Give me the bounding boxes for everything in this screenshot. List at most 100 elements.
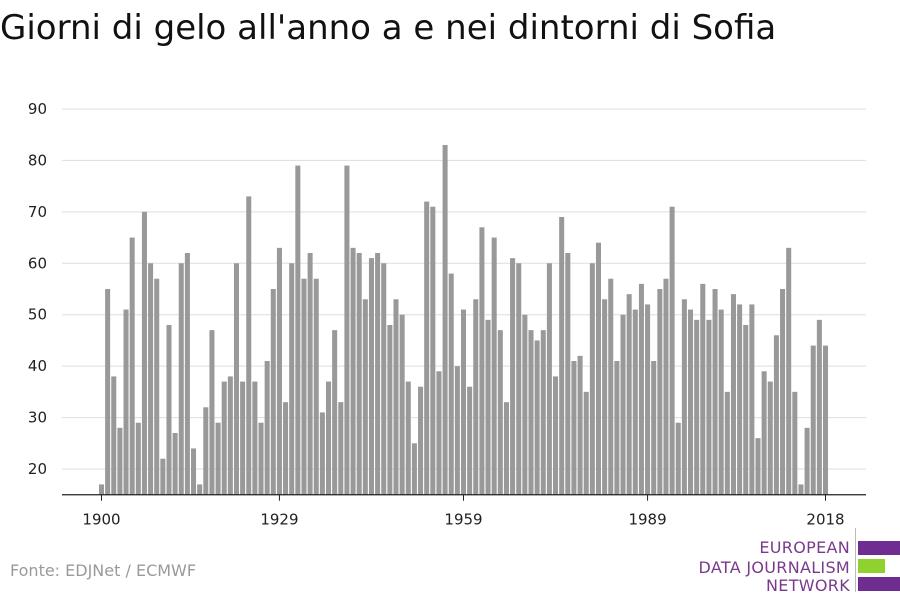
bar-1999 bbox=[706, 319, 712, 495]
bar-1922 bbox=[233, 263, 239, 495]
y-tick-label-80: 80 bbox=[28, 151, 47, 169]
logo-green-bar bbox=[858, 559, 885, 573]
bar-1963 bbox=[485, 319, 491, 495]
bar-1910 bbox=[160, 458, 166, 495]
bar-1982 bbox=[602, 299, 608, 495]
bar-1907 bbox=[141, 211, 147, 495]
bar-1923 bbox=[240, 381, 246, 495]
bar-1996 bbox=[688, 309, 694, 495]
bar-1992 bbox=[663, 278, 669, 495]
bar-1970 bbox=[528, 330, 534, 495]
bars bbox=[98, 145, 829, 495]
bar-2007 bbox=[755, 438, 761, 495]
x-tick-label-1900: 1900 bbox=[82, 511, 120, 529]
bar-1915 bbox=[191, 448, 197, 495]
bar-1989 bbox=[645, 304, 651, 495]
y-tick-label-70: 70 bbox=[28, 203, 47, 221]
bar-2000 bbox=[712, 289, 718, 495]
bar-2017 bbox=[816, 319, 822, 495]
bar-1984 bbox=[614, 361, 620, 495]
bar-1980 bbox=[589, 263, 595, 495]
bar-1956 bbox=[442, 145, 448, 495]
bar-1930 bbox=[283, 402, 289, 495]
bar-1931 bbox=[289, 263, 295, 495]
y-tick-label-90: 90 bbox=[28, 100, 47, 118]
bar-1958 bbox=[454, 366, 460, 495]
bar-1926 bbox=[258, 422, 264, 495]
bar-1995 bbox=[681, 299, 687, 495]
bar-1962 bbox=[479, 227, 485, 495]
bar-2004 bbox=[737, 304, 743, 495]
bar-1900 bbox=[98, 484, 105, 495]
bar-1921 bbox=[227, 376, 233, 495]
logo-line-3: NETWORK bbox=[766, 576, 850, 595]
bar-1952 bbox=[418, 386, 424, 495]
bar-2009 bbox=[767, 381, 773, 495]
bar-1981 bbox=[595, 242, 601, 495]
bar-1937 bbox=[326, 381, 332, 495]
bar-1914 bbox=[184, 253, 190, 495]
bar-1969 bbox=[522, 314, 528, 495]
bar-2003 bbox=[730, 294, 736, 495]
bar-1968 bbox=[516, 263, 522, 495]
bar-2011 bbox=[780, 289, 786, 495]
y-tick-label-40: 40 bbox=[28, 357, 47, 375]
bar-1988 bbox=[638, 283, 644, 495]
bar-1935 bbox=[313, 278, 319, 495]
bar-1954 bbox=[430, 206, 436, 495]
bar-1903 bbox=[117, 427, 123, 495]
bar-2018 bbox=[822, 345, 829, 495]
bar-1986 bbox=[626, 294, 632, 495]
bar-1987 bbox=[632, 309, 638, 495]
bar-1971 bbox=[534, 340, 540, 495]
bar-1943 bbox=[362, 299, 368, 495]
bar-1941 bbox=[350, 247, 356, 495]
bar-1966 bbox=[503, 402, 509, 495]
bar-1964 bbox=[491, 237, 497, 495]
bar-1913 bbox=[178, 263, 184, 495]
bar-2006 bbox=[749, 304, 755, 495]
bar-1979 bbox=[583, 391, 589, 495]
bar-1951 bbox=[411, 443, 417, 495]
x-axis: 1900 1929 1959 1989 2018 bbox=[62, 494, 866, 529]
source-note: Fonte: EDJNet / ECMWF bbox=[10, 561, 197, 580]
bar-1904 bbox=[123, 309, 129, 495]
bar-1906 bbox=[135, 422, 141, 495]
bar-1959 bbox=[460, 309, 467, 495]
bar-1932 bbox=[295, 165, 301, 495]
y-tick-label-30: 30 bbox=[28, 409, 47, 427]
bar-1990 bbox=[651, 361, 657, 495]
bar-1955 bbox=[436, 371, 442, 495]
bar-1973 bbox=[546, 263, 552, 495]
bar-1905 bbox=[129, 237, 135, 495]
y-axis-labels: 20 30 40 50 60 70 80 90 bbox=[28, 100, 47, 478]
y-tick-label-50: 50 bbox=[28, 306, 47, 324]
bar-1908 bbox=[148, 263, 154, 495]
bar-1960 bbox=[467, 386, 473, 495]
bar-1975 bbox=[559, 217, 565, 495]
bar-2016 bbox=[810, 345, 816, 495]
bar-1919 bbox=[215, 422, 221, 495]
bar-1934 bbox=[307, 253, 313, 495]
bar-1911 bbox=[166, 325, 172, 495]
bar-1997 bbox=[694, 319, 700, 495]
bar-1917 bbox=[203, 407, 209, 495]
bar-2014 bbox=[798, 484, 804, 495]
bar-1977 bbox=[571, 361, 577, 495]
bar-1909 bbox=[154, 278, 160, 495]
x-tick-label-1929: 1929 bbox=[260, 511, 298, 529]
bar-1976 bbox=[565, 253, 571, 495]
bar-1901 bbox=[105, 289, 111, 495]
bar-1939 bbox=[338, 402, 344, 495]
logo-line-2: DATA JOURNALISM bbox=[698, 558, 850, 577]
x-tick-label-1959: 1959 bbox=[444, 511, 482, 529]
bar-1974 bbox=[553, 376, 559, 495]
bar-1978 bbox=[577, 355, 583, 495]
bar-1953 bbox=[424, 201, 430, 495]
bar-1912 bbox=[172, 433, 178, 495]
bar-1942 bbox=[356, 253, 362, 495]
bar-1927 bbox=[264, 361, 270, 495]
bar-1938 bbox=[332, 330, 338, 495]
logo-purple-bar-bottom bbox=[858, 577, 900, 591]
